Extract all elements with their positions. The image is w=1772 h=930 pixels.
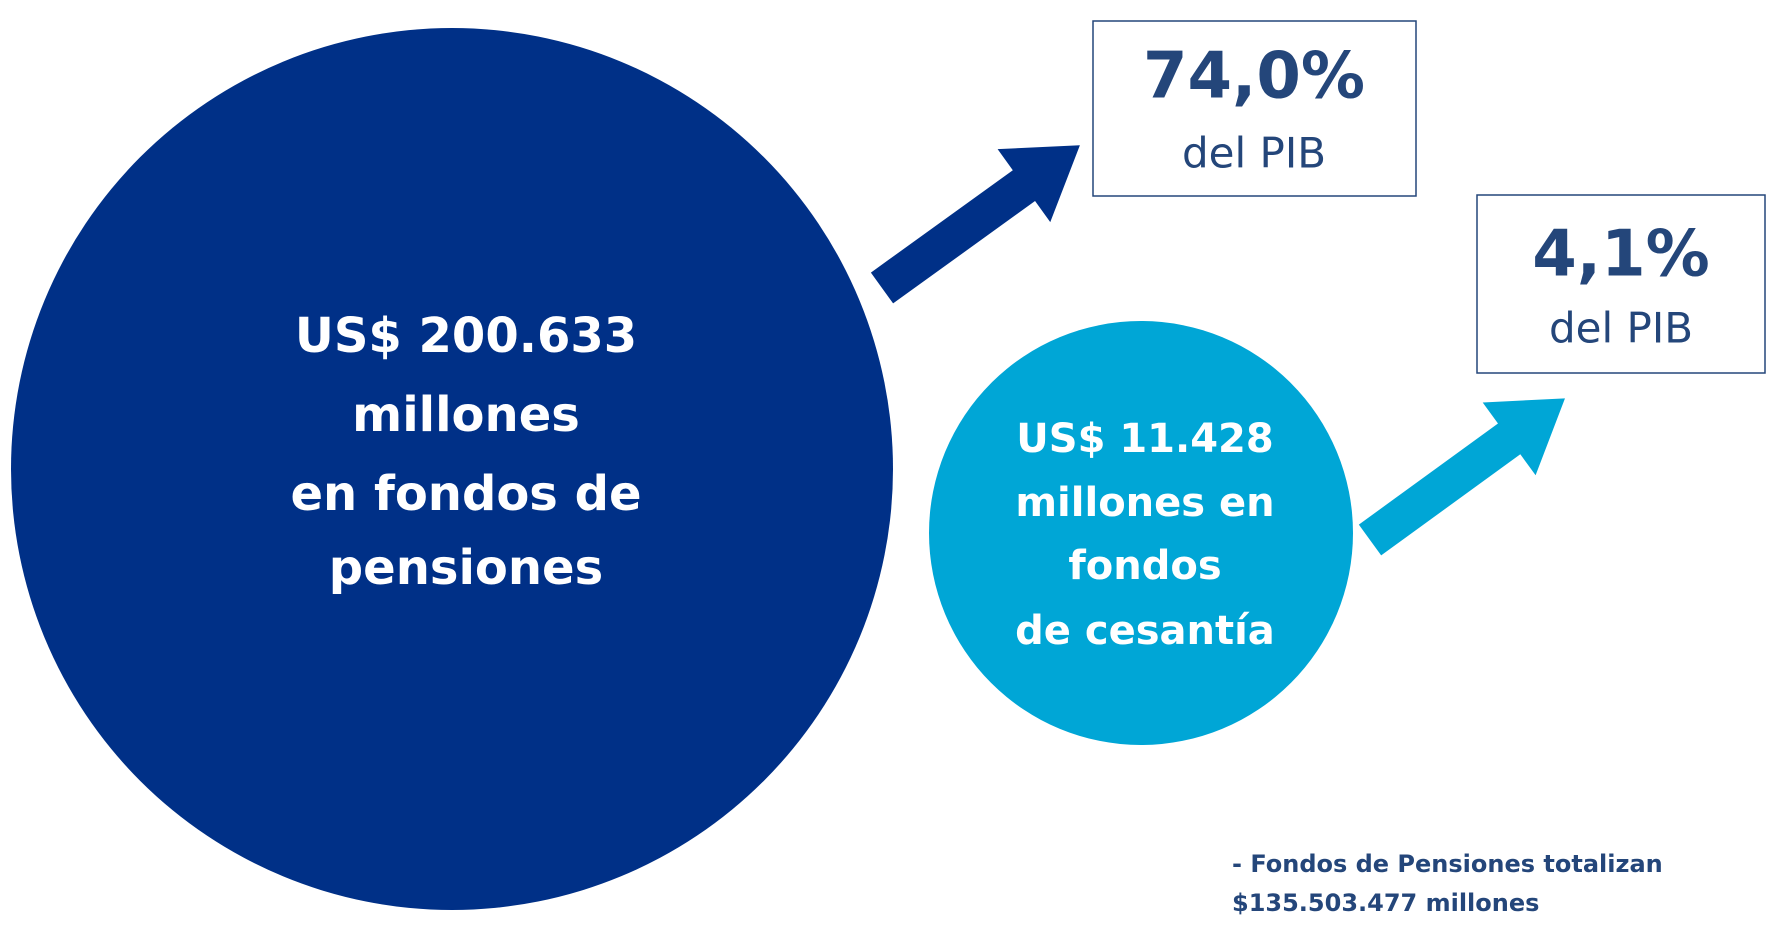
pension-text: millones <box>352 387 580 443</box>
pension-text: en fondos de <box>291 466 642 522</box>
cesantia-text: US$ 11.428 <box>1016 416 1273 462</box>
box-pensiones <box>1092 20 1417 197</box>
arrow-cesantia <box>1358 398 1565 556</box>
note-text: $135.503.477 millones <box>1232 889 1539 917</box>
cesantia-text: de cesantía <box>1015 608 1275 654</box>
arrow-pensiones <box>870 145 1080 304</box>
box-value: 4,1% <box>1532 218 1710 292</box>
cesantia-text: millones en <box>1015 480 1274 526</box>
pension-text: US$ 200.633 <box>295 308 637 364</box>
box-cesantia <box>1476 194 1766 374</box>
box-value: 74,0% <box>1143 40 1365 114</box>
note-text: - Fondos de Pensiones totalizan <box>1232 850 1663 878</box>
pension-circle <box>11 28 893 910</box>
box-label: del PIB <box>1549 304 1693 353</box>
cesantia-text: fondos <box>1068 543 1221 589</box>
cesantia-circle <box>929 321 1353 745</box>
pension-text: pensiones <box>329 540 603 596</box>
box-label: del PIB <box>1182 129 1326 178</box>
